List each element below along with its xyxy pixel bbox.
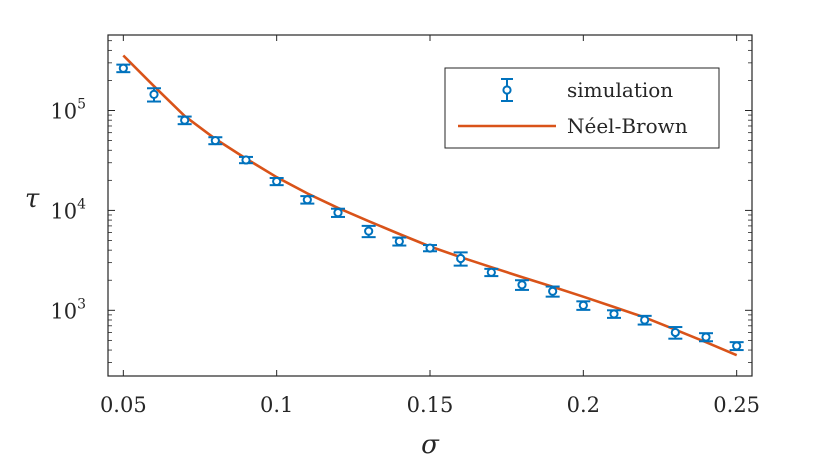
simulation-point	[576, 300, 591, 311]
simulation-marker	[609, 309, 619, 319]
simulation-marker	[640, 315, 650, 325]
simulation-marker	[333, 208, 343, 218]
legend-box	[444, 67, 720, 149]
simulation-point	[607, 309, 621, 319]
simulation-point	[545, 285, 560, 298]
simulation-marker	[364, 226, 374, 236]
simulation-point	[515, 279, 529, 291]
y-tick-label: 105	[50, 97, 86, 124]
simulation-point	[637, 314, 652, 326]
simulation-point	[239, 155, 253, 165]
axes-layer: 0.05 0.1 0.15 0.2 0.25 103 104 105	[50, 34, 760, 417]
simulation-point	[392, 236, 407, 247]
y-axis-label: τ	[25, 184, 40, 214]
x-axis-label: σ	[421, 430, 440, 460]
simulation-point	[331, 207, 345, 218]
simulation-point	[729, 341, 744, 352]
simulation-point	[423, 243, 437, 253]
simulation-point	[177, 115, 192, 126]
simulation-point	[453, 251, 468, 267]
simulation-marker	[548, 286, 558, 296]
simulation-marker	[578, 300, 588, 310]
y-tick-label: 104	[50, 196, 86, 223]
x-tick-label: 0.15	[407, 393, 454, 417]
simulation-marker	[118, 63, 128, 73]
simulation-marker	[670, 327, 680, 338]
x-tick-label: 0.05	[100, 393, 147, 417]
simulation-marker	[456, 253, 466, 264]
simulation-marker	[272, 176, 282, 187]
legend-label-simulation: simulation	[567, 78, 673, 102]
x-tick-label: 0.2	[567, 393, 600, 417]
y-tick-label: 103	[50, 296, 86, 323]
simulation-point	[699, 332, 713, 343]
simulation-marker	[732, 341, 742, 351]
simulation-point	[300, 195, 315, 205]
simulation-marker	[241, 155, 251, 165]
simulation-marker	[302, 195, 312, 205]
simulation-marker	[517, 280, 527, 290]
simulation-point	[484, 267, 499, 278]
simulation-point	[147, 87, 161, 103]
simulation-marker	[149, 89, 159, 99]
legend: simulation Néel-Brown	[444, 67, 720, 149]
simulation-point	[269, 176, 284, 187]
x-tick-label: 0.1	[260, 393, 293, 417]
simulation-point	[116, 63, 131, 74]
simulation-point	[668, 326, 683, 340]
simulation-marker	[394, 236, 404, 246]
series-layer	[116, 54, 744, 357]
simulation-point	[208, 135, 223, 146]
simulation-marker	[425, 243, 435, 253]
simulation-marker	[486, 267, 496, 277]
simulation-marker	[701, 332, 711, 342]
legend-label-neel-brown: Néel-Brown	[567, 114, 688, 138]
x-tick-label: 0.25	[713, 393, 760, 417]
simulation-point	[361, 224, 376, 239]
simulation-marker	[210, 135, 220, 146]
simulation-marker	[180, 115, 190, 125]
legend-sim-marker	[502, 85, 512, 95]
